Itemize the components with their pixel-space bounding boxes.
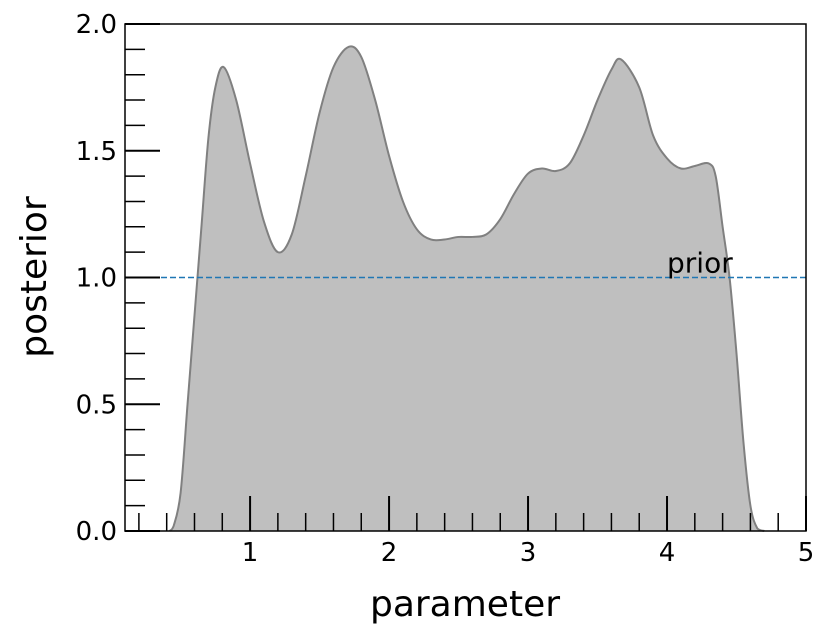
plot-frame bbox=[124, 23, 807, 532]
x-tick-label: 3 bbox=[520, 538, 537, 568]
x-tick-label: 4 bbox=[659, 538, 676, 568]
y-axis-label: posterior bbox=[14, 196, 55, 358]
area-line bbox=[168, 45, 765, 532]
x-tick-label: 1 bbox=[242, 538, 259, 568]
x-axis-label: parameter bbox=[370, 584, 560, 625]
y-tick-label: 2.0 bbox=[76, 10, 117, 40]
x-tick-label: 2 bbox=[381, 538, 398, 568]
x-tick-label: 5 bbox=[798, 538, 815, 568]
y-tick-label: 1.5 bbox=[76, 137, 117, 167]
prior-label: prior bbox=[667, 247, 733, 280]
y-tick-label: 0.0 bbox=[76, 517, 117, 547]
area-fill bbox=[169, 46, 765, 531]
y-tick-label: 1.0 bbox=[76, 264, 117, 294]
y-tick-label: 0.5 bbox=[76, 390, 117, 420]
